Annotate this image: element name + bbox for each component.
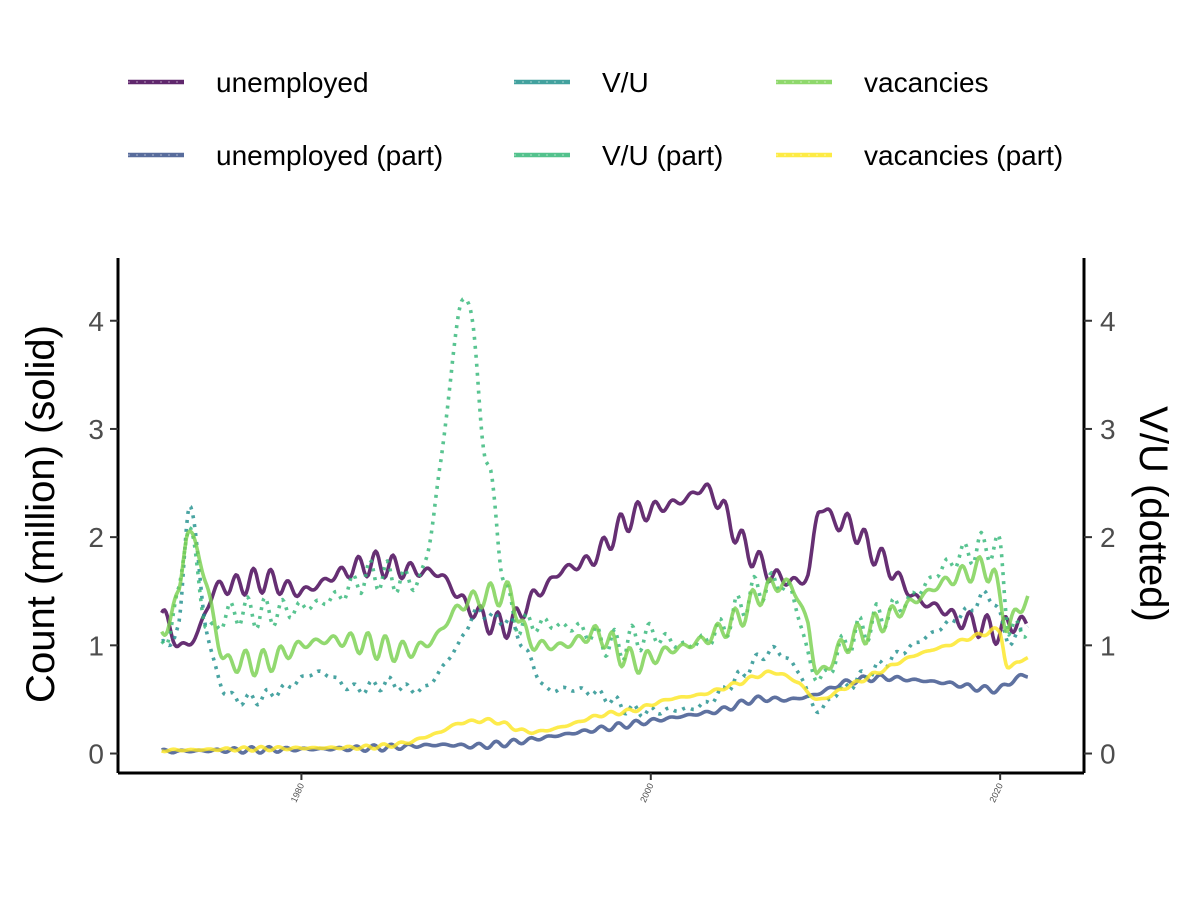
legend: unemployed unemployed (part) V/U V/U (part)… xyxy=(128,67,1063,171)
series-line-vacancies xyxy=(160,529,1030,678)
legend-label: V/U (part) xyxy=(602,140,723,171)
legend-item: V/U xyxy=(514,67,649,98)
y-axis-right-title: V/U (dotted) xyxy=(1131,406,1175,622)
y-right-tick-label: 3 xyxy=(1100,414,1116,445)
legend-item: V/U (part) xyxy=(514,140,723,171)
y-left-tick-label: 3 xyxy=(88,414,104,445)
legend-item: vacancies xyxy=(776,67,989,98)
y-right-tick-label: 4 xyxy=(1100,306,1116,337)
legend-item: unemployed (part) xyxy=(128,140,443,171)
y-right-tick-label: 0 xyxy=(1100,739,1116,770)
legend-label: V/U xyxy=(602,67,649,98)
plot-lines xyxy=(160,296,1030,755)
legend-label: vacancies (part) xyxy=(864,140,1063,171)
y-right-tick-label: 2 xyxy=(1100,522,1116,553)
legend-item: unemployed xyxy=(128,67,369,98)
y-axis-left-title: Count (million) (solid) xyxy=(19,325,63,703)
y-left-tick-label: 1 xyxy=(88,630,104,661)
series-line-v-u xyxy=(161,504,1030,719)
y-right-tick-label: 1 xyxy=(1100,630,1116,661)
legend-label: vacancies xyxy=(864,67,989,98)
legend-item: vacancies (part) xyxy=(776,140,1063,171)
y-left-tick-label: 0 xyxy=(88,739,104,770)
legend-label: unemployed (part) xyxy=(216,140,443,171)
series-line-vacancies-part xyxy=(160,626,1029,754)
axes xyxy=(116,258,1086,775)
y-left-tick-label: 4 xyxy=(88,306,104,337)
legend-label: unemployed xyxy=(216,67,369,98)
y-left-tick-label: 2 xyxy=(88,522,104,553)
series-line-unemployed xyxy=(160,482,1029,649)
